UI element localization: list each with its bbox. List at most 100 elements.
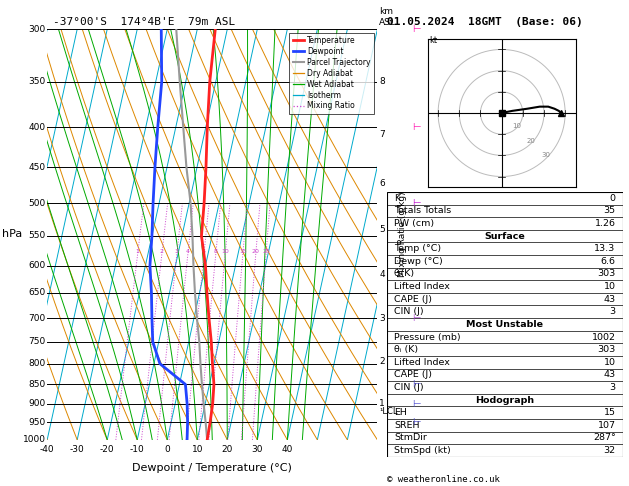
- Text: ⊢: ⊢: [412, 198, 421, 208]
- Text: 107: 107: [598, 421, 616, 430]
- Text: ⊢: ⊢: [412, 399, 421, 409]
- Text: 10: 10: [604, 358, 616, 367]
- Text: 7: 7: [379, 130, 385, 139]
- Text: 10: 10: [512, 123, 521, 129]
- Text: 500: 500: [29, 199, 46, 208]
- Text: θᵢ(K): θᵢ(K): [394, 269, 415, 278]
- Text: -10: -10: [130, 445, 145, 454]
- Text: 400: 400: [29, 123, 46, 132]
- Text: 700: 700: [29, 313, 46, 323]
- Text: Pressure (mb): Pressure (mb): [394, 332, 460, 342]
- Text: 650: 650: [29, 288, 46, 297]
- Text: 850: 850: [29, 380, 46, 389]
- Text: ⊢: ⊢: [412, 417, 421, 427]
- Text: CIN (J): CIN (J): [394, 307, 423, 316]
- Text: 6: 6: [379, 178, 385, 188]
- Text: 1: 1: [136, 249, 140, 254]
- Text: ⊢: ⊢: [412, 122, 421, 132]
- Text: -37°00'S  174°4B'E  79m ASL: -37°00'S 174°4B'E 79m ASL: [53, 17, 236, 27]
- Text: 300: 300: [29, 25, 46, 34]
- Text: ⊢: ⊢: [412, 380, 421, 389]
- Text: 1.26: 1.26: [594, 219, 616, 228]
- Text: 6.6: 6.6: [601, 257, 616, 266]
- Text: 13.3: 13.3: [594, 244, 616, 253]
- Text: ¹LCL: ¹LCL: [379, 407, 398, 416]
- Text: 6: 6: [202, 249, 206, 254]
- Text: Totals Totals: Totals Totals: [394, 207, 451, 215]
- Text: 20: 20: [252, 249, 260, 254]
- Text: Lifted Index: Lifted Index: [394, 282, 450, 291]
- Text: 303: 303: [598, 269, 616, 278]
- Text: Lifted Index: Lifted Index: [394, 358, 450, 367]
- Text: 20: 20: [221, 445, 233, 454]
- Text: -40: -40: [40, 445, 55, 454]
- Text: 800: 800: [29, 359, 46, 368]
- Text: 600: 600: [29, 261, 46, 270]
- Text: km
ASL: km ASL: [379, 7, 396, 27]
- Text: 350: 350: [29, 77, 46, 86]
- Text: 4: 4: [186, 249, 190, 254]
- Text: Dewpoint / Temperature (°C): Dewpoint / Temperature (°C): [132, 463, 292, 473]
- Text: 0: 0: [164, 445, 170, 454]
- Text: 32: 32: [603, 446, 616, 455]
- Text: -30: -30: [70, 445, 84, 454]
- Text: CAPE (J): CAPE (J): [394, 370, 432, 380]
- Text: Temp (°C): Temp (°C): [394, 244, 441, 253]
- Text: 1002: 1002: [592, 332, 616, 342]
- Text: 550: 550: [29, 231, 46, 241]
- Text: Most Unstable: Most Unstable: [466, 320, 543, 329]
- Text: hPa: hPa: [3, 229, 23, 240]
- Text: 450: 450: [29, 163, 46, 172]
- Text: 25: 25: [262, 249, 270, 254]
- Text: SREH: SREH: [394, 421, 420, 430]
- Text: 2: 2: [160, 249, 164, 254]
- Text: © weatheronline.co.uk: © weatheronline.co.uk: [387, 474, 499, 484]
- Text: Mixing Ratio (g/kg): Mixing Ratio (g/kg): [398, 191, 407, 278]
- Text: 43: 43: [603, 370, 616, 380]
- Text: StmSpd (kt): StmSpd (kt): [394, 446, 450, 455]
- Text: 3: 3: [379, 313, 385, 323]
- Text: Hodograph: Hodograph: [476, 396, 534, 404]
- Text: 5: 5: [379, 225, 385, 234]
- Text: 287°: 287°: [593, 434, 616, 442]
- Text: Surface: Surface: [484, 232, 525, 241]
- Text: Dewp (°C): Dewp (°C): [394, 257, 443, 266]
- Text: 15: 15: [604, 408, 616, 417]
- Text: 750: 750: [29, 337, 46, 346]
- Text: 15: 15: [239, 249, 247, 254]
- Text: StmDir: StmDir: [394, 434, 427, 442]
- Text: K: K: [394, 194, 400, 203]
- Text: -20: -20: [100, 445, 114, 454]
- Text: CIN (J): CIN (J): [394, 383, 423, 392]
- Text: CAPE (J): CAPE (J): [394, 295, 432, 304]
- Text: 8: 8: [379, 77, 385, 86]
- Text: 35: 35: [603, 207, 616, 215]
- Text: 0: 0: [610, 194, 616, 203]
- Text: 1000: 1000: [23, 435, 46, 444]
- Text: 10: 10: [191, 445, 203, 454]
- Text: 4: 4: [379, 270, 385, 279]
- Text: kt: kt: [430, 36, 438, 45]
- Text: 30: 30: [542, 153, 550, 158]
- Text: θᵢ (K): θᵢ (K): [394, 345, 418, 354]
- Text: 10: 10: [604, 282, 616, 291]
- Text: 01.05.2024  18GMT  (Base: 06): 01.05.2024 18GMT (Base: 06): [387, 17, 582, 27]
- Text: 10: 10: [221, 249, 229, 254]
- Text: 8: 8: [214, 249, 218, 254]
- Text: 40: 40: [282, 445, 293, 454]
- Text: ⊢: ⊢: [412, 24, 421, 34]
- Text: 30: 30: [252, 445, 263, 454]
- Text: 3: 3: [610, 307, 616, 316]
- Text: 20: 20: [527, 138, 536, 144]
- Text: 3: 3: [610, 383, 616, 392]
- Text: PW (cm): PW (cm): [394, 219, 434, 228]
- Legend: Temperature, Dewpoint, Parcel Trajectory, Dry Adiabat, Wet Adiabat, Isotherm, Mi: Temperature, Dewpoint, Parcel Trajectory…: [289, 33, 374, 114]
- Text: 303: 303: [598, 345, 616, 354]
- Text: 900: 900: [29, 399, 46, 408]
- Text: 2: 2: [379, 357, 385, 365]
- Text: EH: EH: [394, 408, 407, 417]
- Text: 43: 43: [603, 295, 616, 304]
- Text: 1: 1: [379, 399, 385, 408]
- Text: 950: 950: [29, 418, 46, 427]
- Text: ⊢: ⊢: [412, 313, 421, 323]
